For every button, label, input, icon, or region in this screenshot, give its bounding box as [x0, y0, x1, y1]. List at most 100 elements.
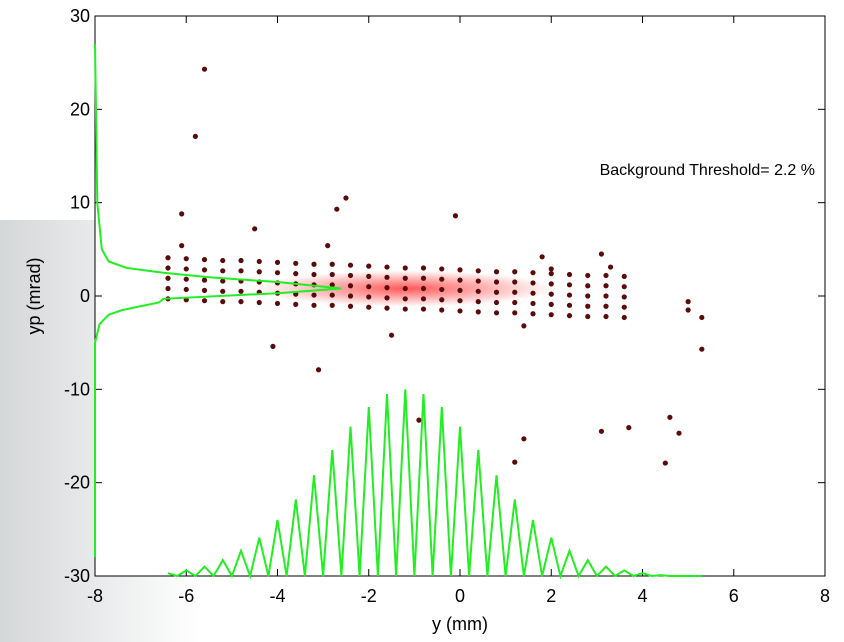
point	[539, 254, 545, 260]
point	[548, 301, 554, 307]
point	[607, 264, 614, 270]
point	[475, 299, 481, 305]
point	[402, 296, 408, 302]
point	[293, 260, 299, 266]
point	[220, 299, 226, 305]
point	[512, 279, 518, 285]
point	[311, 271, 317, 278]
point	[452, 213, 459, 219]
point	[667, 414, 673, 420]
point	[201, 287, 208, 293]
point	[603, 283, 609, 289]
point	[530, 280, 536, 286]
x-tick-label: 0	[455, 586, 465, 606]
point	[347, 272, 354, 279]
point	[165, 255, 171, 261]
point	[256, 269, 262, 275]
point	[493, 299, 500, 306]
point	[384, 305, 390, 311]
point	[179, 211, 185, 217]
point	[220, 268, 226, 274]
point	[685, 299, 691, 305]
point	[183, 286, 189, 293]
point	[699, 314, 705, 321]
point	[366, 273, 372, 279]
point	[621, 314, 627, 321]
line	[94, 43, 342, 558]
point	[201, 267, 208, 273]
point	[548, 271, 554, 277]
point	[420, 296, 427, 302]
point	[493, 269, 500, 275]
point	[521, 436, 527, 442]
point	[512, 299, 518, 306]
point	[183, 276, 189, 282]
point	[439, 297, 445, 303]
point	[530, 290, 536, 296]
point	[329, 261, 335, 267]
point	[201, 298, 208, 304]
point	[183, 256, 189, 262]
y-tick-label: 30	[70, 6, 90, 26]
point	[603, 293, 609, 299]
x-tick-label: -2	[361, 586, 377, 606]
point	[220, 288, 226, 294]
point	[220, 257, 226, 264]
point	[493, 279, 500, 285]
point	[585, 303, 591, 309]
point	[402, 306, 408, 312]
x-tick-label: -6	[178, 586, 194, 606]
point	[475, 268, 481, 274]
point	[521, 323, 527, 329]
point	[347, 303, 354, 309]
point	[512, 459, 518, 465]
point	[512, 289, 518, 295]
point	[183, 266, 189, 272]
point	[548, 281, 554, 287]
y-tick-label: 0	[80, 286, 90, 306]
point	[366, 294, 372, 300]
point	[598, 251, 605, 257]
point	[530, 270, 536, 276]
point	[315, 367, 322, 373]
point	[293, 271, 299, 277]
y-tick-label: -30	[64, 566, 90, 586]
point	[366, 284, 372, 290]
point	[329, 282, 335, 288]
point	[293, 301, 299, 307]
point	[274, 259, 281, 265]
point	[548, 291, 554, 297]
y-tick-label: -10	[64, 379, 90, 399]
point	[384, 264, 390, 270]
point	[603, 313, 609, 320]
point	[238, 299, 244, 305]
point	[165, 285, 171, 292]
point	[585, 313, 591, 320]
point	[238, 268, 244, 274]
point	[439, 266, 445, 272]
point	[603, 303, 609, 309]
point	[621, 304, 627, 310]
point	[329, 271, 335, 278]
point	[329, 302, 335, 308]
point	[192, 133, 198, 139]
point	[384, 295, 390, 301]
point	[439, 286, 445, 293]
point	[347, 283, 354, 289]
point	[329, 292, 335, 298]
point	[548, 266, 554, 272]
point	[347, 262, 354, 268]
point	[311, 302, 317, 308]
point	[457, 287, 463, 293]
point	[603, 272, 609, 279]
y-tick-label: -20	[64, 473, 90, 493]
point	[457, 298, 463, 304]
point	[165, 275, 171, 281]
point	[475, 278, 481, 284]
point	[457, 308, 463, 314]
point	[238, 257, 244, 264]
point	[493, 289, 500, 295]
point	[201, 66, 208, 72]
